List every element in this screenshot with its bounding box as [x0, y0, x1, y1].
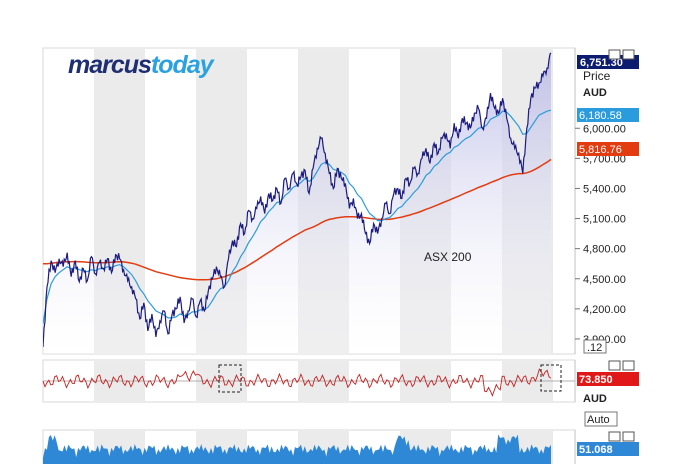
rsi-window-controls[interactable]: [608, 360, 635, 371]
y-tick-label: 4,800.00: [583, 244, 626, 256]
moving-average-slow-line: [43, 158, 552, 281]
y-tick-label: 5,400.00: [583, 183, 626, 195]
auto-scale-button[interactable]: Auto: [584, 411, 618, 427]
rsi-axis-unit: AUD: [583, 393, 607, 405]
series-annotation: ASX 200: [424, 250, 472, 264]
volume-area: [43, 434, 551, 464]
axis-title-price: Price: [583, 69, 611, 83]
last-price-badge-text: 6,751.30: [580, 57, 623, 69]
ma-slow-badge: 5,816.76: [577, 142, 639, 156]
y-tick-label: 4,500.00: [583, 274, 626, 286]
rsi-badge: 73.850: [577, 372, 639, 386]
rsi-panel: 73.850 AUD Auto: [42, 359, 639, 427]
footer-badge: .12: [583, 339, 607, 354]
rsi-highlight-box-left: [218, 364, 242, 393]
volume-badge-text: 51.068: [579, 444, 613, 456]
panel-window-controls[interactable]: [608, 49, 635, 60]
y-tick-label: 4,200.00: [583, 304, 626, 316]
ma-fast-badge: 6,180.58: [577, 108, 639, 122]
brand-logo: marcustoday: [68, 51, 215, 79]
footer-badge-text: .12: [587, 342, 602, 354]
main-price-panel: marcustoday ASX 200 6,000.00 5,700.00 5,40…: [42, 47, 639, 355]
y-tick-label: 5,700.00: [583, 153, 626, 165]
y-tick-label: 6,000.00: [583, 123, 626, 135]
volume-panel: 51.068: [42, 429, 639, 464]
rsi-highlight-box-right: [540, 364, 562, 392]
price-line: [43, 52, 552, 348]
price-area-fill: [43, 52, 551, 354]
brand-logo-part2: today: [151, 51, 215, 79]
axis-unit-aud: AUD: [583, 87, 607, 99]
rsi-badge-text: 73.850: [579, 374, 613, 386]
volume-badge: 51.068: [577, 442, 639, 456]
brand-logo-part1: marcus: [68, 51, 152, 79]
rsi-line: [42, 368, 552, 397]
ma-fast-badge-text: 6,180.58: [579, 110, 622, 122]
y-tick-label: 5,100.00: [583, 214, 626, 226]
volume-window-controls[interactable]: [608, 431, 635, 442]
auto-scale-button-label: Auto: [587, 414, 610, 426]
ma-slow-badge-text: 5,816.76: [579, 144, 622, 156]
